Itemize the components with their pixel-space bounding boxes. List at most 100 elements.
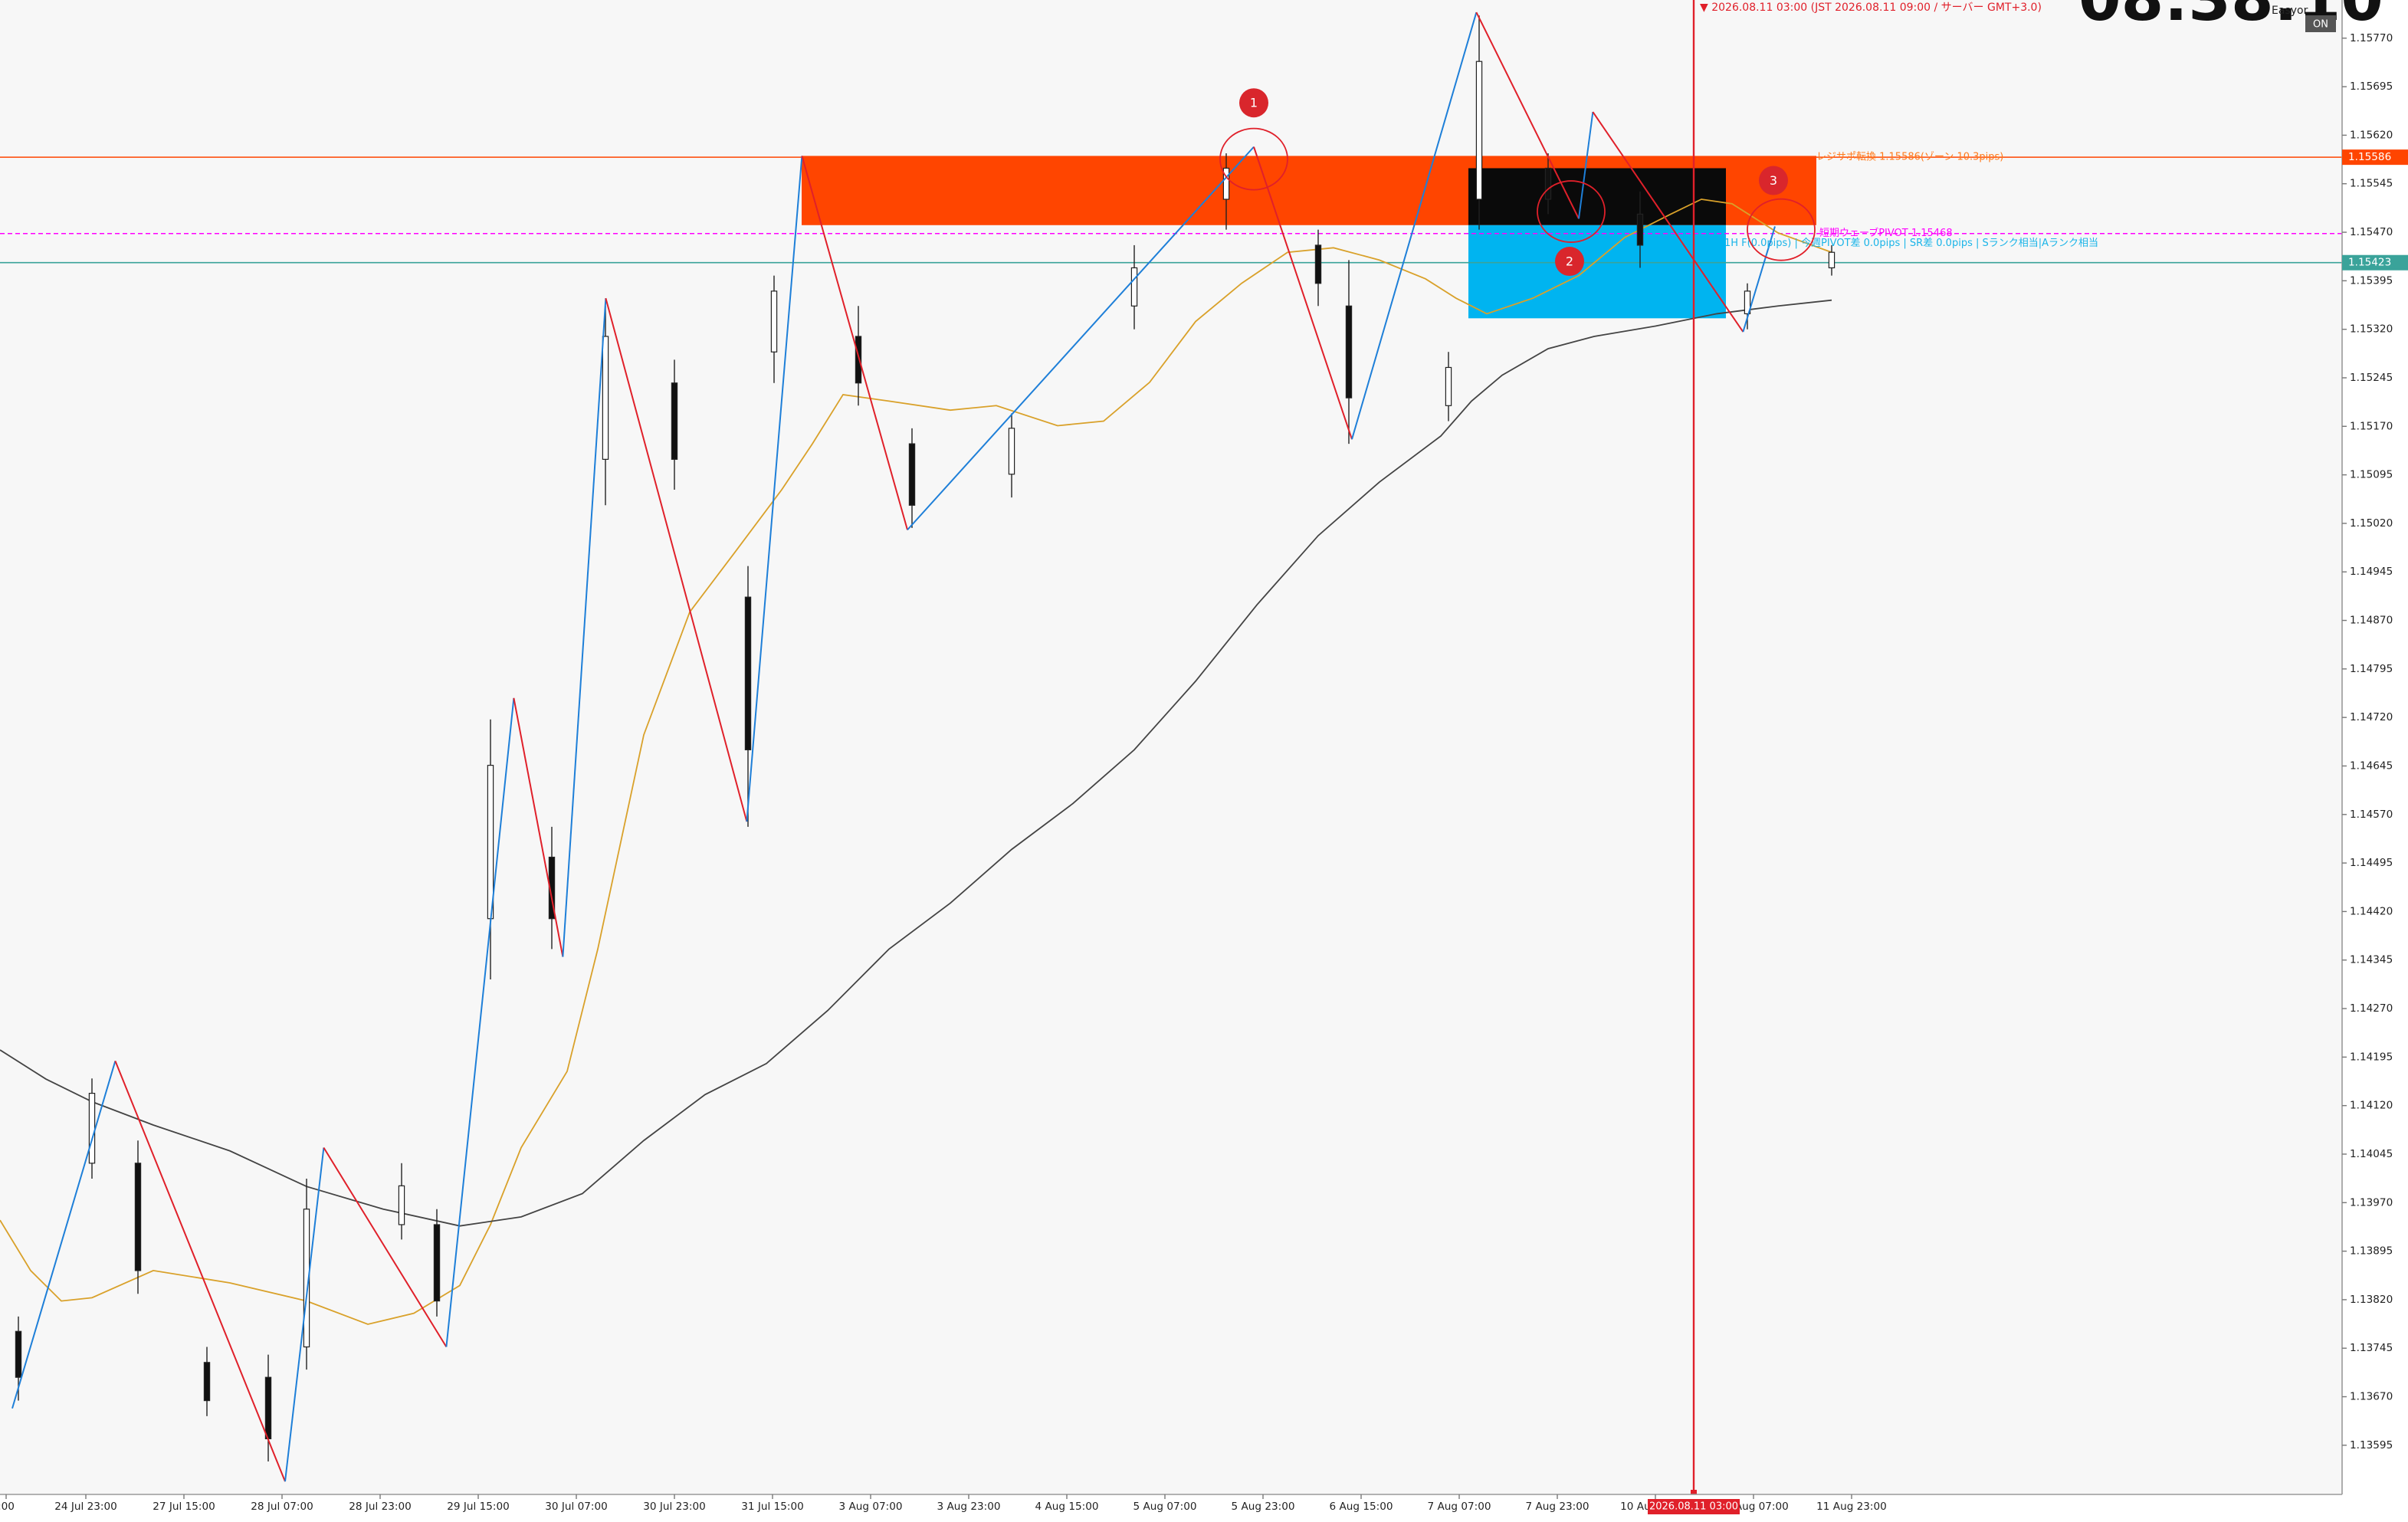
y-tick-label: 1.14045 (2350, 1148, 2393, 1160)
toggle-label[interactable]: ON (2313, 19, 2328, 31)
highlight-ring (1537, 180, 1606, 243)
zigzag-segment (1592, 111, 1744, 333)
y-tick-label: 1.15695 (2350, 80, 2393, 93)
candle-body (1345, 305, 1353, 399)
candle-body (398, 1185, 405, 1225)
zigzag-segment (1578, 111, 1594, 219)
candle-body (1828, 251, 1836, 269)
marker-label: 1 (1250, 96, 1258, 110)
candle-body (1445, 366, 1452, 406)
zigzag-segment (513, 697, 564, 957)
zigzag-segment (907, 146, 1255, 531)
x-tick-label: :00 (0, 1501, 15, 1513)
highlight-ring (1747, 198, 1816, 261)
level-axis-box (2342, 149, 2408, 166)
x-tick-label: 29 Jul 15:00 (447, 1501, 510, 1513)
highlight-ring (1219, 127, 1288, 191)
zigzag-segment (1351, 11, 1478, 440)
y-tick-label: 1.15770 (2350, 32, 2393, 44)
zone (1468, 225, 1726, 319)
candle-body (1636, 213, 1644, 246)
clock: 08:38:10 (2078, 0, 2383, 34)
zigzag-segment (323, 1147, 448, 1348)
zone (1468, 168, 1726, 225)
x-tick-label: 11 Aug 23:00 (1816, 1501, 1887, 1513)
y-tick-label: 1.14870 (2350, 615, 2393, 627)
zigzag-segment (746, 156, 803, 822)
zigzag-segment (11, 1061, 116, 1409)
x-tick-label: 6 Aug 15:00 (1329, 1501, 1393, 1513)
annotation: レジサポ転換 1.15586(ゾーン 10.3pips) (1816, 152, 2003, 163)
y-tick-label: 1.14270 (2350, 1002, 2393, 1015)
y-tick-label: 1.13970 (2350, 1196, 2393, 1209)
candle-body (487, 765, 494, 920)
y-tick-label: 1.13820 (2350, 1294, 2393, 1306)
candle-body (770, 290, 778, 353)
y-tick-label: 1.14795 (2350, 663, 2393, 675)
y-tick-label: 1.15170 (2350, 420, 2393, 432)
y-tick-label: 1.15470 (2350, 226, 2393, 238)
y-tick-label: 1.14120 (2350, 1100, 2393, 1112)
x-tick-label: 7 Aug 07:00 (1427, 1501, 1491, 1513)
time-line-axis-box (1648, 1499, 1740, 1514)
y-tick-label: 1.15245 (2350, 372, 2393, 384)
candle-body (134, 1163, 142, 1271)
candle-body (203, 1362, 211, 1402)
marker-label: 2 (1566, 254, 1573, 269)
zigzag-segment (801, 156, 908, 530)
zigzag-segment (562, 298, 607, 957)
x-tick-label: 4 Aug 15:00 (1035, 1501, 1098, 1513)
plot: レジサポ転換 1.15586(ゾーン 10.3pips) 短期ウェーブPIVOT … (0, 0, 2342, 1494)
zigzag-segment (114, 1061, 286, 1482)
y-tick-label: 1.14345 (2350, 954, 2393, 966)
candle-body (15, 1330, 22, 1378)
y-tick-label: 1.14495 (2350, 857, 2393, 869)
marker-badge (1555, 247, 1584, 277)
zigzag-segment (1475, 11, 1580, 219)
y-tick-label: 1.15620 (2350, 129, 2393, 141)
x-tick-label: 31 Jul 15:00 (741, 1501, 804, 1513)
y-tick-label: 1.15095 (2350, 469, 2393, 481)
y-tick-label: 1.14420 (2350, 905, 2393, 917)
y-tick-label: 1.15320 (2350, 323, 2393, 336)
x-tick-label: 30 Jul 23:00 (643, 1501, 706, 1513)
candle-body (671, 382, 678, 460)
y-tick-label: 1.14945 (2350, 566, 2393, 578)
y-tick-label: 1.13745 (2350, 1342, 2393, 1354)
x-tick-label: 5 Aug 07:00 (1133, 1501, 1196, 1513)
x-tick-label: 28 Jul 23:00 (349, 1501, 412, 1513)
y-tick-label: 1.14570 (2350, 809, 2393, 821)
zigzag-segment (1742, 226, 1776, 333)
y-tick-label: 1.14645 (2350, 759, 2393, 772)
level-axis-label: 1.15423 (2348, 257, 2391, 269)
y-tick-label: 1.13595 (2350, 1439, 2393, 1451)
zigzag-segment (284, 1147, 325, 1482)
time-line-label: ▼ 2026.08.11 03:00 (JST 2026.08.11 09:00… (1700, 2, 2042, 14)
moving-average (0, 198, 1832, 1325)
y-tick-label: 1.14195 (2350, 1051, 2393, 1063)
zigzag-segment (605, 297, 748, 822)
brand: Easyor (2272, 5, 2308, 17)
x-tick-label: 24 Jul 23:00 (54, 1501, 117, 1513)
candle-body (1222, 167, 1230, 200)
x-tick-label: 5 Aug 23:00 (1231, 1501, 1294, 1513)
candle-body (264, 1376, 272, 1440)
x-tick-label: 27 Jul 15:00 (153, 1501, 215, 1513)
toggle-button[interactable] (2305, 15, 2336, 32)
candle-body (908, 443, 916, 506)
x-tick-label: 3 Aug 07:00 (838, 1501, 902, 1513)
y-tick-label: 1.15020 (2350, 517, 2393, 530)
time-line-end (1691, 1490, 1697, 1494)
candle-body (602, 336, 609, 460)
level-axis-box (2342, 254, 2408, 271)
y-tick-label: 1.15395 (2350, 274, 2393, 287)
zigzag-segment (445, 697, 515, 1347)
overlay: 08:38:10 Easyor ON (2078, 0, 2383, 34)
y-tick-label: 1.15545 (2350, 178, 2393, 190)
x-tick-label: 3 Aug 23:00 (937, 1501, 1000, 1513)
candle-body (1544, 167, 1552, 200)
time-line-axis-label: 2026.08.11 03:00 (1649, 1501, 1738, 1513)
